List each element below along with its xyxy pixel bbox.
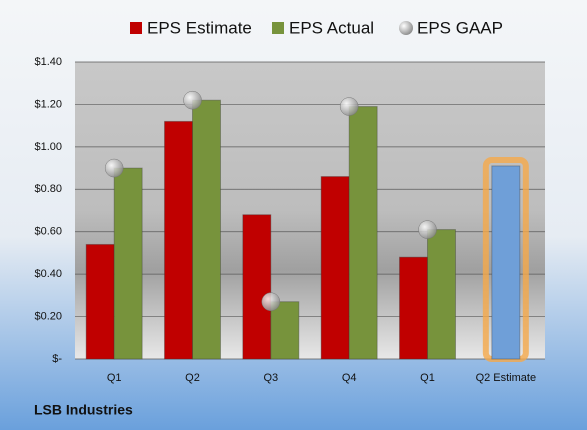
- legend-swatch: [130, 22, 142, 34]
- bar: [491, 165, 521, 360]
- plot-area: [75, 62, 545, 359]
- gaap-marker: [418, 220, 437, 239]
- bar: [242, 214, 272, 360]
- footer: LSB Industries: [34, 402, 133, 418]
- legend-swatch: [399, 21, 413, 35]
- bar: [85, 243, 115, 360]
- bar: [348, 106, 378, 360]
- gaap-marker: [183, 90, 202, 110]
- legend-swatch: [272, 22, 284, 34]
- gaap-marker: [104, 158, 124, 178]
- x-tick-label: Q3: [263, 372, 278, 384]
- y-tick-label: $1.20: [34, 98, 62, 110]
- y-tick-label: $0.60: [34, 226, 62, 238]
- x-tick-label: Q2 Estimate: [476, 372, 537, 384]
- bar: [192, 99, 221, 360]
- y-tick-label: $-: [52, 353, 62, 365]
- gaap-marker: [339, 97, 359, 116]
- legend-label: EPS GAAP: [417, 18, 503, 37]
- y-tick-label: $1.00: [34, 141, 62, 153]
- bar: [320, 176, 350, 360]
- gaap-marker: [261, 292, 281, 311]
- bar: [270, 301, 300, 360]
- x-tick-label: Q4: [342, 372, 357, 384]
- bar: [164, 120, 193, 360]
- y-tick-label: $0.80: [34, 183, 62, 195]
- y-tick-label: $1.40: [34, 56, 62, 68]
- y-tick-label: $0.40: [34, 268, 62, 280]
- bar: [399, 256, 428, 360]
- legend-label: EPS Actual: [289, 18, 374, 37]
- legend-label: EPS Estimate: [147, 18, 252, 37]
- x-tick-label: Q1: [107, 372, 122, 384]
- bar: [113, 167, 143, 360]
- y-tick-label: $0.20: [34, 310, 62, 322]
- x-tick-label: Q2: [185, 372, 200, 384]
- x-tick-label: Q1: [420, 372, 435, 384]
- bar: [427, 229, 456, 360]
